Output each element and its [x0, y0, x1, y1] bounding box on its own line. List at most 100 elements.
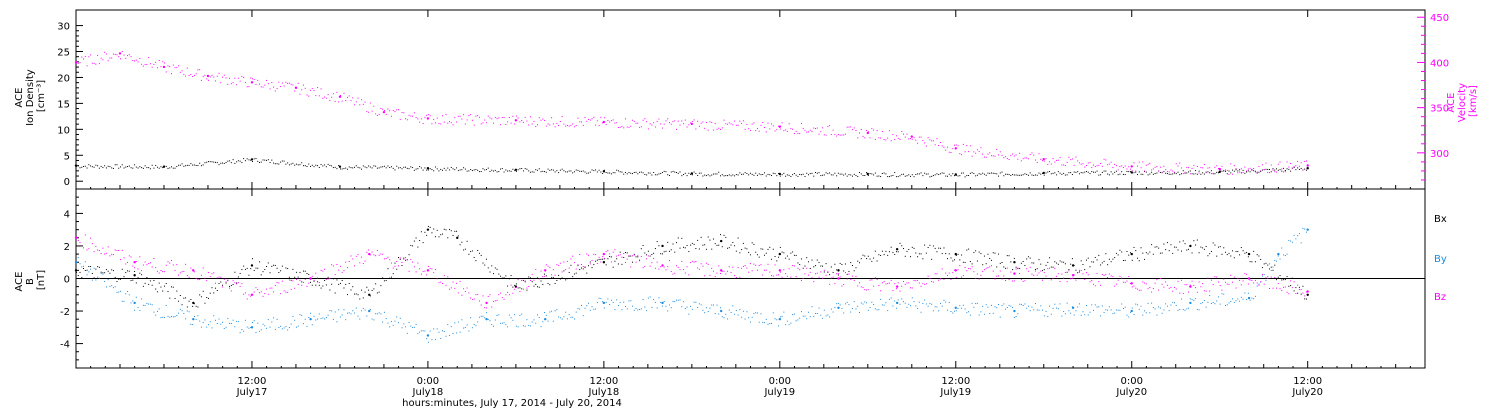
field-series-By-dot	[566, 318, 568, 320]
field-series-Bz-dot	[1056, 275, 1058, 277]
field-series-Bx-dot	[610, 256, 612, 258]
field-series-Bx-dot	[1304, 298, 1306, 300]
field-series-Bz-dot	[283, 290, 285, 292]
field-series-Bx-dot	[1008, 255, 1010, 257]
field-series-Bx-dot	[454, 230, 456, 232]
field-series-Bz-dot	[420, 273, 422, 275]
field-series-By-dot	[596, 302, 598, 304]
field-series-By-dot	[334, 311, 336, 313]
top-series-1-dot	[121, 51, 123, 53]
top-series-0-dot	[107, 165, 109, 167]
top-series-1-dot	[498, 117, 500, 119]
top-series-0-dot	[405, 166, 407, 168]
field-series-Bx-dot	[623, 256, 625, 258]
field-series-Bx-dot	[1126, 250, 1128, 252]
field-series-By-dot	[720, 307, 722, 309]
top-series-1-dot	[890, 140, 892, 142]
field-series-Bx-dot	[90, 266, 92, 268]
top-series-0-dot	[1101, 172, 1103, 174]
top-series-1-dot	[1151, 169, 1153, 171]
field-series-Bz-dot	[399, 257, 401, 259]
field-series-Bx-dot	[927, 246, 929, 248]
field-series-Bx-dot	[487, 267, 489, 269]
top-series-1-dot	[93, 62, 95, 64]
top-series-0-dot	[1203, 173, 1205, 175]
legend-bx: Bx	[1434, 214, 1447, 225]
top-series-1-dot	[1198, 172, 1200, 174]
field-series-By-dot	[1154, 308, 1156, 310]
top-series-1-dot	[815, 127, 817, 129]
top-series-1-dot	[160, 66, 162, 68]
top-series-1-dot	[496, 118, 498, 120]
field-series-Bz-dot	[681, 260, 683, 262]
field-series-Bz-dot	[304, 278, 306, 280]
top-series-1-dot	[105, 53, 107, 55]
field-series-By-dot	[308, 317, 310, 319]
field-series-Bz-dot	[978, 278, 980, 280]
top-series-1-dot	[454, 117, 456, 119]
field-series-Bz-dot	[209, 276, 211, 278]
field-series-Bx-dot	[382, 277, 384, 279]
field-series-By-dot	[1108, 306, 1110, 308]
field-series-Bz-dot	[1057, 273, 1059, 275]
field-series-Bz-dot	[869, 279, 871, 281]
field-series-By-dot	[234, 326, 236, 328]
field-series-Bz-dot	[676, 265, 678, 267]
field-series-Bx-dot	[549, 284, 551, 286]
field-series-Bz-dot	[806, 267, 808, 269]
top-series-1-dot	[137, 61, 139, 63]
top-series-1-dot	[850, 126, 852, 128]
field-series-By-dot	[822, 317, 824, 319]
top-series-0-dot	[686, 175, 688, 177]
top-series-1-dot	[1224, 169, 1226, 171]
field-series-Bz-dot	[651, 262, 653, 264]
field-series-Bz-dot	[1210, 279, 1212, 281]
top-series-0-dot	[676, 172, 678, 174]
top-series-0-dot	[116, 164, 118, 166]
top-series-0-dot	[778, 172, 780, 174]
top-series-1-dot	[910, 138, 912, 140]
top-series-1-dot	[398, 109, 400, 111]
top-series-1-dot	[1293, 166, 1295, 168]
top-series-0-dot	[702, 175, 704, 177]
field-series-Bz-dot	[985, 267, 987, 269]
top-series-1-dot	[746, 123, 748, 125]
field-series-Bz-dot	[178, 274, 180, 276]
velocity-axis-label: ACE Velocity [km/s]	[1446, 80, 1479, 122]
top-series-0-dot	[917, 173, 919, 175]
field-series-Bx-dot	[112, 270, 114, 272]
field-series-By-dot	[558, 316, 560, 318]
field-series-By-dot	[253, 320, 255, 322]
top-series-0-dot	[1137, 174, 1139, 176]
field-series-Bx-dot	[1054, 261, 1056, 263]
top-series-1-dot	[1274, 171, 1276, 173]
top-series-0-dot	[1159, 172, 1161, 174]
field-series-Bx-dot	[888, 251, 890, 253]
top-series-1-dot	[760, 124, 762, 126]
top-series-0-dot	[723, 175, 725, 177]
top-series-1-dot	[1304, 160, 1306, 162]
top-series-1-dot	[225, 77, 227, 79]
field-series-By-dot	[665, 305, 667, 307]
top-series-0-dot	[104, 165, 106, 167]
field-series-By-dot	[457, 321, 459, 323]
field-series-Bz-dot	[429, 267, 431, 269]
field-series-Bz-dot	[788, 268, 790, 270]
field-series-By-dot	[1284, 255, 1286, 257]
field-series-By-dot	[169, 316, 171, 318]
top-series-1-dot	[480, 123, 482, 125]
field-series-By-dot	[691, 308, 693, 310]
field-series-Bz-dot	[572, 255, 574, 257]
field-series-Bz-dot	[248, 294, 250, 296]
field-series-By-dot	[280, 325, 282, 327]
top-series-1-dot	[804, 129, 806, 131]
field-series-Bz-dot	[84, 234, 86, 236]
top-series-0-dot	[968, 175, 970, 177]
top-series-1-dot	[338, 101, 340, 103]
field-series-Bz-dot	[489, 294, 491, 296]
top-series-0-dot	[674, 171, 676, 173]
top-series-1-dot	[1279, 161, 1281, 163]
field-series-By-dot	[172, 316, 174, 318]
top-series-0-dot	[885, 173, 887, 175]
